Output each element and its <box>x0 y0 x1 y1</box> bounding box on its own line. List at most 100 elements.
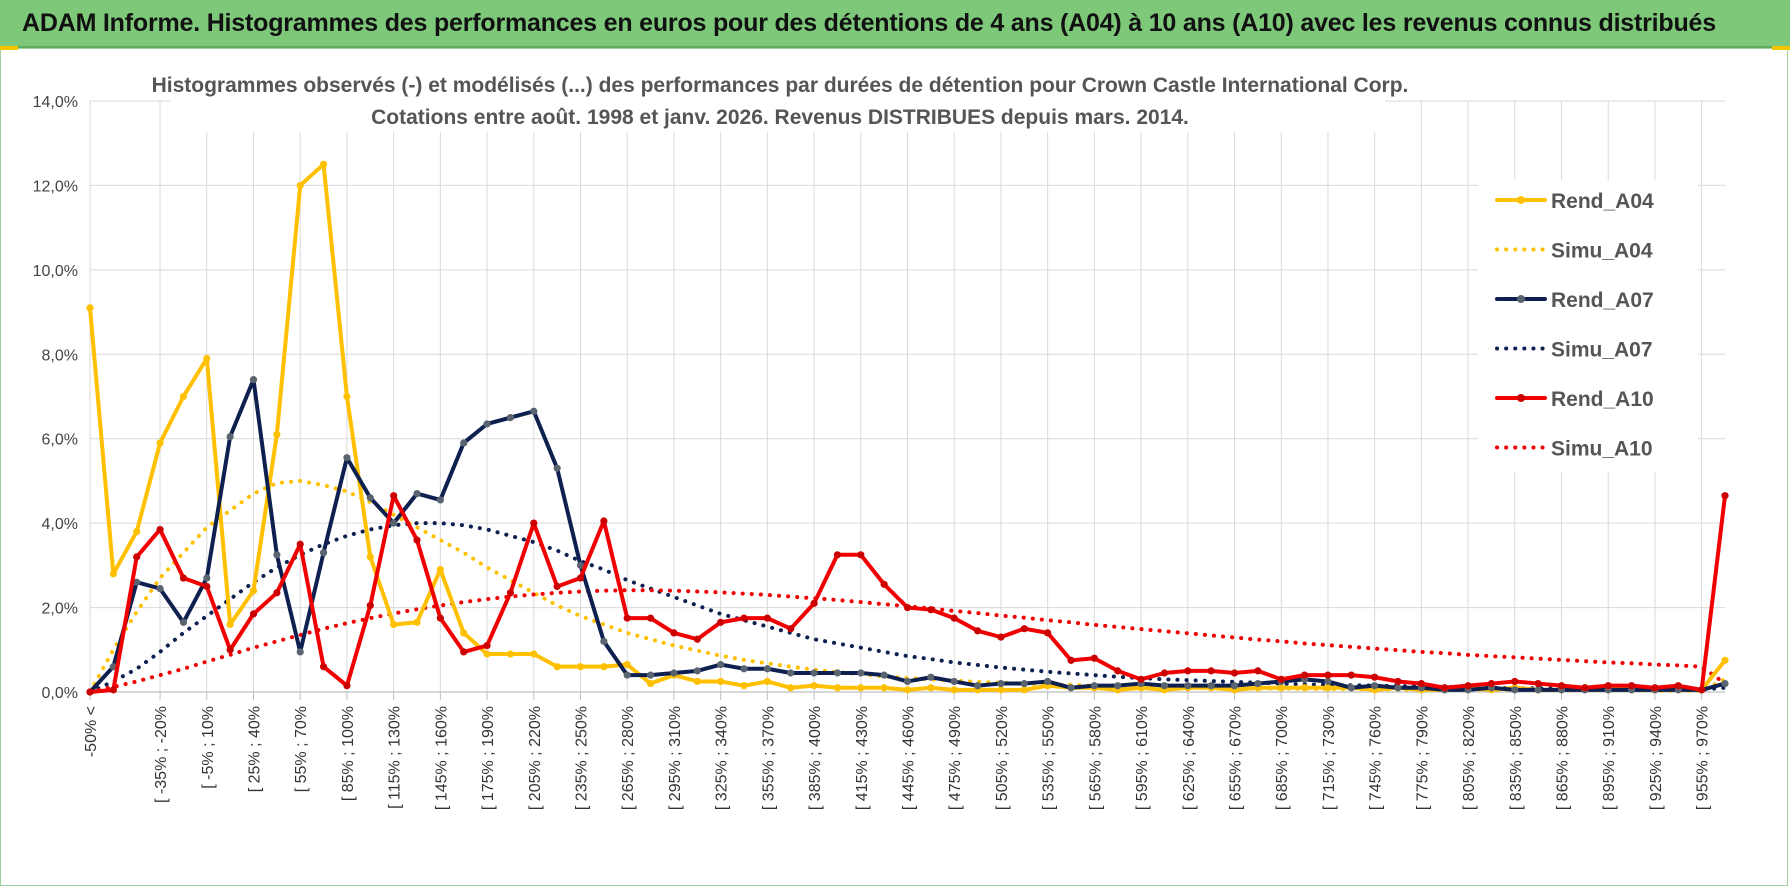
x-tick-label: [ 865% ; 880% <box>1555 706 1572 810</box>
point-rend-a04 <box>763 677 771 686</box>
point-rend-a10 <box>203 582 211 591</box>
point-rend-a10 <box>1627 682 1636 690</box>
x-tick-label: [ 505% ; 520% <box>994 706 1011 810</box>
point-rend-a10 <box>1371 673 1379 681</box>
point-rend-a07 <box>1160 682 1169 690</box>
point-rend-a07 <box>693 667 701 675</box>
y-tick-label: 4,0% <box>42 516 78 533</box>
legend-label: Rend_A10 <box>1551 388 1654 411</box>
point-rend-a07 <box>319 549 328 557</box>
report-banner: ADAM Informe. Histogrammes des performan… <box>0 0 1790 48</box>
point-rend-a07 <box>553 464 561 472</box>
point-rend-a10 <box>623 614 631 622</box>
point-rend-a04 <box>903 686 912 694</box>
x-tick-label: [ 445% ; 460% <box>901 706 918 810</box>
point-rend-a07 <box>1371 682 1379 690</box>
point-rend-a10 <box>1207 667 1215 675</box>
point-rend-a04 <box>1277 684 1285 692</box>
y-tick-label: 0,0% <box>42 685 78 702</box>
point-rend-a04 <box>810 682 818 690</box>
point-rend-a04 <box>343 392 351 401</box>
x-tick-label: [ 265% ; 280% <box>620 706 637 810</box>
y-axis-ticks: 0,0% 2,0% 4,0% 6,0% 8,0% 10,0% 12,0% 14,0% <box>33 94 78 702</box>
point-rend-a04 <box>623 660 631 669</box>
point-rend-a04 <box>787 684 795 692</box>
chart-frame <box>0 48 1788 886</box>
point-rend-a10 <box>506 589 515 597</box>
point-rend-a10 <box>483 641 491 650</box>
point-rend-a10 <box>1020 625 1028 633</box>
point-rend-a07 <box>646 671 655 679</box>
x-tick-label: [ 205% ; 220% <box>527 706 544 810</box>
point-rend-a10 <box>973 627 982 635</box>
point-rend-a04 <box>717 677 725 686</box>
point-rend-a10 <box>179 574 188 582</box>
point-rend-a04 <box>133 527 141 536</box>
point-rend-a10 <box>1721 492 1729 500</box>
series-lines <box>86 160 1729 696</box>
chart-title: Histogrammes observés (-) et modélisés (… <box>152 74 1409 97</box>
x-tick-label: [ 955% ; 970% <box>1695 706 1712 810</box>
point-rend-a04 <box>436 565 444 574</box>
point-rend-a04 <box>1020 686 1028 694</box>
point-rend-a10 <box>343 682 351 690</box>
x-tick-label: [ 475% ; 490% <box>947 706 964 810</box>
point-rend-a10 <box>1067 656 1075 664</box>
point-rend-a07 <box>623 671 631 679</box>
legend-label: Simu_A04 <box>1551 240 1653 263</box>
x-tick-label: -50% < <box>83 706 100 757</box>
point-rend-a10 <box>296 540 304 548</box>
point-rend-a07 <box>226 433 234 441</box>
x-tick-label: [ 115% ; 130% <box>387 706 404 809</box>
point-rend-a10 <box>880 580 888 588</box>
point-rend-a10 <box>1230 669 1239 677</box>
point-rend-a07 <box>600 637 608 645</box>
legend-label: Simu_A10 <box>1551 438 1653 461</box>
x-tick-label: [ -35% ; -20% <box>153 706 170 803</box>
x-tick-label: [ 535% ; 550% <box>1041 706 1058 810</box>
x-tick-label: [ 775% ; 790% <box>1414 706 1431 810</box>
point-rend-a10 <box>740 614 748 622</box>
point-rend-a07 <box>1184 682 1192 690</box>
point-rend-a07 <box>903 677 912 686</box>
x-tick-label: [ 925% ; 940% <box>1648 706 1665 810</box>
x-tick-label: [ 715% ; 730% <box>1321 706 1338 810</box>
point-rend-a04 <box>249 587 258 595</box>
x-tick-label: [ 175% ; 190% <box>480 706 497 810</box>
x-tick-label: [ 295% ; 310% <box>667 706 684 810</box>
point-rend-a07 <box>179 618 188 626</box>
point-rend-a04 <box>857 684 865 692</box>
x-tick-label: [ 385% ; 400% <box>807 706 824 810</box>
point-rend-a10 <box>763 614 771 622</box>
point-rend-a07 <box>203 574 211 582</box>
point-rend-a10 <box>857 551 865 559</box>
point-rend-a07 <box>880 671 888 679</box>
point-rend-a10 <box>390 492 398 500</box>
point-rend-a07 <box>1534 686 1542 694</box>
point-rend-a07 <box>1324 677 1332 686</box>
point-rend-a10 <box>1581 684 1589 692</box>
x-tick-label: [ 565% ; 580% <box>1087 706 1104 810</box>
point-rend-a10 <box>833 551 842 559</box>
legend-marker <box>1517 196 1525 204</box>
x-tick-label: [ 895% ; 910% <box>1601 706 1618 810</box>
x-axis-ticks: -50% < [ -35% ; -20% [ -5% ; 10% [ 25% ; 40… <box>83 706 1712 810</box>
point-rend-a10 <box>1511 677 1519 686</box>
point-rend-a10 <box>366 601 374 610</box>
point-rend-a10 <box>249 610 258 618</box>
point-rend-a04 <box>413 618 421 626</box>
point-rend-a04 <box>1721 656 1729 664</box>
point-rend-a10 <box>86 688 94 696</box>
point-rend-a10 <box>1254 667 1262 675</box>
point-rend-a04 <box>179 392 188 401</box>
point-rend-a10 <box>600 517 608 525</box>
point-rend-a10 <box>109 686 117 694</box>
x-tick-label: [ 415% ; 430% <box>854 706 871 810</box>
point-rend-a07 <box>670 669 678 677</box>
point-rend-a07 <box>483 420 491 428</box>
point-rend-a10 <box>1394 677 1402 686</box>
point-rend-a04 <box>203 354 211 363</box>
point-rend-a04 <box>460 629 468 637</box>
point-rend-a10 <box>1417 679 1425 688</box>
